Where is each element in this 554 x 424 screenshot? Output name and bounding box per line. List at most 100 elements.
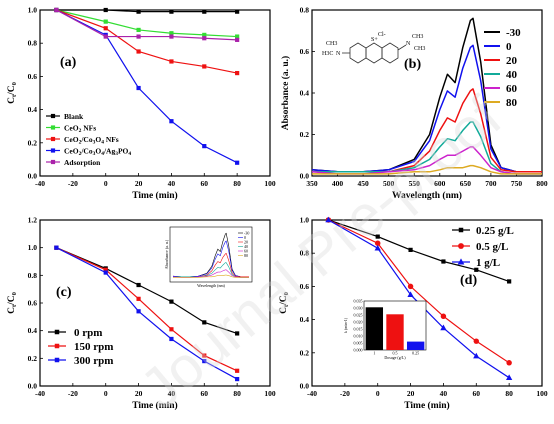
panel-3-xtick-label-2: 0 — [376, 389, 380, 398]
panel-c-inset-legend-label-3: 40 — [244, 244, 248, 249]
panel-3-series-2-point-3 — [440, 324, 447, 331]
panel-d-legend-label-0: 0.25 g/L — [476, 225, 514, 237]
panel-0-frame — [39, 9, 271, 177]
panel-c-inset-series-1 — [172, 240, 249, 278]
panel-d-inset-category-0: 1 — [373, 351, 375, 356]
panel-3-series-0-point-5 — [507, 279, 512, 284]
panel-d-inset-ylabel: k (min-1) — [343, 317, 348, 333]
panel-1-ytick-label-4: 0.8 — [300, 6, 310, 15]
panel-2-series-1-point-5 — [235, 368, 240, 373]
panel-0-series-0-line — [56, 9, 238, 13]
panel-0-series-0-point-4 — [202, 9, 207, 14]
panel-1-ytick-label-2: 0.4 — [300, 89, 310, 98]
panel-3-series-2-line — [328, 219, 510, 379]
panel-2-series-0-point-3 — [169, 299, 174, 304]
panel-0-series-2-point-5 — [235, 70, 240, 76]
panel-c-legend-marker-2 — [54, 357, 60, 363]
panel-2-ytick-label-1: 0.2 — [28, 354, 38, 363]
panel-d: -40 -20 0 20 40 60 80 100 0.0 0.2 0.4 0.6 0.8 1.0 Time… — [279, 216, 548, 412]
panel-d-inset-ytick-0: 0.000 — [354, 347, 363, 352]
panel-3-series-1-point-2 — [407, 283, 414, 290]
panel-0-ytick-label-5: 1.0 — [28, 6, 38, 15]
panel-d-inset-category-1: 0.5 — [393, 351, 398, 356]
panel-3-xtick-label-7: 100 — [536, 389, 548, 398]
panel-d-inset-ytick-4: 0.020 — [354, 319, 363, 324]
panel-3-xtick-label-0: -40 — [307, 389, 317, 398]
panel-2-ytick-label-3: 0.6 — [28, 299, 38, 308]
panel-2-ytick-label-6: 1.2 — [28, 216, 38, 225]
panel-0-ytick-label-2: 0.4 — [28, 105, 38, 114]
struct-label-s: S+ — [371, 37, 378, 43]
panel-2-series-0-point-2 — [136, 282, 141, 288]
panel-b-label: (b) — [404, 57, 421, 72]
panel-2-series-2-line — [56, 247, 238, 380]
panel-0-series-3-point-2 — [136, 85, 141, 91]
panel-0-xtick-label-0: -40 — [35, 179, 45, 188]
panel-0-series-1-line — [56, 9, 238, 38]
panel-1-xtick-label-2: 450 — [357, 179, 369, 188]
panel-0-series-3-point-3 — [169, 119, 174, 124]
panel-0-series-0-point-2 — [136, 9, 141, 14]
panel-c-legend-label-2: 300 rpm — [74, 355, 113, 367]
panel-d-inset-xlabel: Dosage (g/L) — [384, 355, 406, 360]
panel-0-series-2-line — [56, 9, 238, 74]
struct-label-ch3-b: CH3 — [412, 34, 423, 40]
panel-b-legend-label-0: -30 — [506, 27, 521, 39]
panel-2-series-1-point-1 — [103, 267, 108, 272]
struct-label-ch3-c: CH3 — [414, 46, 425, 52]
panel-2-xtick-label-3: 20 — [135, 389, 143, 398]
panel-c: -40 -20 0 20 40 60 80 1000.00.20.40.60.81.01.2T… — [7, 216, 276, 412]
panel-c-inset-series-5 — [173, 274, 249, 278]
panel-3-ytick-label-3: 0.6 — [300, 282, 310, 291]
panel-2-series-0-line — [56, 247, 238, 335]
panel-0-series-0-point-3 — [169, 9, 174, 14]
struct-label-n1: N — [336, 51, 341, 57]
panel-c-inset-series-4 — [172, 269, 249, 278]
panel-2-ytick-label-4: 0.8 — [28, 271, 38, 280]
panel-0-series-4-point-3 — [169, 34, 174, 39]
panel-0-xtick-label-2: 0 — [104, 179, 108, 188]
panel-2-ylabel: Ct/C0 — [7, 292, 18, 314]
panel-3-xtick-label-6: 80 — [505, 389, 513, 398]
panel-0-series-3-point-5 — [235, 160, 240, 165]
panel-0-ytick-label-0: 0.0 — [28, 172, 38, 181]
panel-3-ytick-label-4: 0.8 — [300, 249, 310, 258]
panel-0-series-0-point-5 — [235, 9, 240, 14]
panel-3-series-0-line — [328, 219, 510, 282]
panel-2-series-2-point-3 — [169, 336, 174, 342]
panel-0-series-1-point-5 — [235, 34, 240, 39]
panel-3-series-2-point-0 — [325, 216, 332, 223]
panel-2-xtick-label-1: -20 — [68, 389, 78, 398]
panel-2-series-0-point-4 — [202, 320, 207, 325]
panel-2-xtick-label-6: 80 — [233, 389, 241, 398]
panel-0-series-4-point-1 — [103, 34, 108, 39]
struct-label-cl: Cl- — [378, 32, 386, 38]
panel-0-series-3-point-4 — [202, 144, 207, 149]
panel-2-ytick-label-0: 0.0 — [28, 382, 38, 391]
panel-d-inset-bar-1 — [386, 314, 404, 350]
struct-label-ch3-a: CH3 — [326, 41, 337, 47]
panel-0-series-4-point-5 — [235, 37, 240, 42]
panel-2-series-2-point-2 — [136, 309, 141, 314]
panel-c-legend-marker-0 — [54, 329, 60, 335]
panel-3-series-1-point-4 — [473, 338, 480, 344]
panel-d-inset-ytick-3: 0.015 — [354, 326, 363, 331]
panel-a-legend-marker-0 — [50, 113, 56, 119]
panel-2-ytick-label-5: 1.0 — [28, 243, 38, 252]
panel-3-series-2-point-5 — [505, 374, 513, 381]
panel-2-series-1-point-4 — [202, 353, 207, 358]
panel-d-legend-label-1: 0.5 g/L — [476, 241, 508, 253]
panel-0-series-2-point-2 — [136, 49, 141, 54]
panel-b-ylabel: Absorbance (a. u.) — [280, 56, 291, 130]
panel-c-inset-legend-label-2: 20 — [244, 239, 248, 244]
panel-3-series-0-point-3 — [441, 259, 446, 264]
panel-3-xtick-label-3: 20 — [407, 389, 415, 398]
panel-c-inset-frame — [169, 226, 253, 283]
panel-2-ytick-label-2: 0.4 — [28, 326, 38, 335]
panel-3-ytick-label-1: 0.2 — [300, 348, 310, 357]
panel-0-xtick-label-4: 40 — [168, 179, 176, 188]
panel-3-xtick-label-5: 60 — [473, 389, 481, 398]
panel-d-inset-ytick-1: 0.005 — [354, 340, 363, 345]
panel-0-series-4-point-4 — [202, 36, 207, 41]
